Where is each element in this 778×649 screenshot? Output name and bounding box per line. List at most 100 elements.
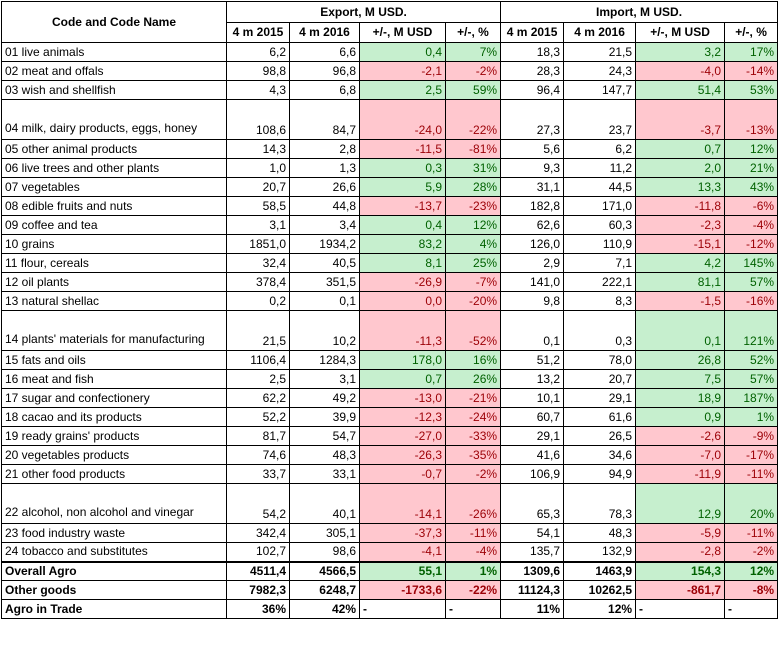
- export-pct-cell: -7%: [444, 272, 502, 292]
- import-diff-cell: -15,1: [635, 234, 726, 254]
- export-pct-cell: -22%: [444, 99, 502, 140]
- import-diff-cell: -7,0: [635, 445, 726, 465]
- import-2016-cell: 34,6: [563, 445, 637, 465]
- export-2015-cell: 3,1: [226, 215, 290, 235]
- row-name: 10 grains: [1, 234, 227, 254]
- import-2015-cell: 13,2: [500, 369, 565, 389]
- export-pct-cell: 31%: [444, 158, 502, 178]
- import-2015-cell: 0,1: [500, 310, 565, 351]
- export-diff-cell: -: [359, 599, 446, 619]
- export-pct-cell: 26%: [444, 369, 502, 389]
- import-pct-cell: 12%: [724, 560, 778, 581]
- import-2016-cell: 26,5: [563, 426, 637, 446]
- import-2016-cell: 24,3: [563, 61, 637, 81]
- export-pct-cell: 59%: [444, 80, 502, 100]
- table-row: 13 natural shellac 0,2 0,1 0,0 -20% 9,8 8,3 -1,…: [1, 291, 778, 311]
- export-2016-cell: 49,2: [289, 388, 360, 408]
- table-row: 12 oil plants 378,4 351,5 -26,9 -7% 141,0 222,…: [1, 272, 778, 292]
- export-2015-cell: 7982,3: [226, 580, 290, 600]
- table-row: 17 sugar and confectionery 62,2 49,2 -13,0-…: [1, 388, 778, 408]
- export-pct-cell: 12%: [444, 215, 502, 235]
- export-diff-cell: 2,5: [359, 80, 446, 100]
- export-diff-cell: -13,7: [359, 196, 446, 216]
- import-2015-cell: 65,3: [500, 483, 565, 524]
- export-2016-cell: 40,1: [289, 483, 360, 524]
- table-row: 22 alcohol, non alcohol and vinegar 54,2 4…: [1, 483, 778, 524]
- export-2016-cell: 1,3: [289, 158, 360, 178]
- import-pct-cell: 53%: [724, 80, 778, 100]
- import-pct-cell: 43%: [724, 177, 778, 197]
- import-2016-cell: 21,5: [563, 42, 637, 62]
- export-diff-cell: -13,0: [359, 388, 446, 408]
- export-diff-cell: -0,7: [359, 464, 446, 484]
- export-diff-cell: 55,1: [359, 560, 446, 581]
- row-name: 07 vegetables: [1, 177, 227, 197]
- table-row: Overall Agro 4511,4 4566,5 55,1 1% 1309,6 1463…: [1, 560, 778, 581]
- row-name: 20 vegetables products: [1, 445, 227, 465]
- export-2015-cell: 32,4: [226, 253, 290, 273]
- export-pct-cell: 1%: [444, 560, 502, 581]
- export-2016-cell: 305,1: [289, 523, 360, 543]
- export-pct-cell: -: [444, 599, 502, 619]
- export-diff-cell: -11,5: [359, 139, 446, 159]
- row-name: 09 coffee and tea: [1, 215, 227, 235]
- import-2016-cell: 60,3: [563, 215, 637, 235]
- import-2015-cell: 10,1: [500, 388, 565, 408]
- import-2016-cell: 110,9: [563, 234, 637, 254]
- export-2016-cell: 6,6: [289, 42, 360, 62]
- export-2015-header: 4 m 2015: [226, 22, 290, 43]
- import-pct-cell: 20%: [724, 483, 778, 524]
- table-row: 07 vegetables 20,7 26,6 5,9 28% 31,1 44,5 13,3 4…: [1, 177, 778, 197]
- import-2016-cell: 171,0: [563, 196, 637, 216]
- export-2016-cell: 1934,2: [289, 234, 360, 254]
- export-diff-cell: -1733,6: [359, 580, 446, 600]
- import-pct-cell: -9%: [724, 426, 778, 446]
- row-name: 06 live trees and other plants: [1, 158, 227, 178]
- export-2016-cell: 39,9: [289, 407, 360, 427]
- import-diff-cell: -2,3: [635, 215, 726, 235]
- row-name: 13 natural shellac: [1, 291, 227, 311]
- export-2016-cell: 4566,5: [289, 560, 360, 581]
- export-2015-cell: 62,2: [226, 388, 290, 408]
- import-2016-cell: 48,3: [563, 523, 637, 543]
- import-2015-cell: 28,3: [500, 61, 565, 81]
- import-pct-cell: -13%: [724, 99, 778, 140]
- import-2016-cell: 1463,9: [563, 560, 637, 581]
- row-name: 23 food industry waste: [1, 523, 227, 543]
- export-diff-cell: 5,9: [359, 177, 446, 197]
- export-2016-cell: 84,7: [289, 99, 360, 140]
- export-pct-cell: -22%: [444, 580, 502, 600]
- import-2016-cell: 0,3: [563, 310, 637, 351]
- export-2015-cell: 342,4: [226, 523, 290, 543]
- export-pct-cell: -26%: [444, 483, 502, 524]
- table-row: 03 wish and shellfish 4,3 6,8 2,5 59% 96,4 147…: [1, 80, 778, 100]
- export-2016-cell: 98,6: [289, 542, 360, 562]
- import-2016-cell: 23,7: [563, 99, 637, 140]
- import-2016-header: 4 m 2016: [563, 22, 637, 43]
- import-2015-cell: 62,6: [500, 215, 565, 235]
- export-2015-cell: 81,7: [226, 426, 290, 446]
- row-name: 24 tobacco and substitutes: [1, 542, 227, 562]
- export-diff-cell: 0,4: [359, 215, 446, 235]
- table-row: 23 food industry waste 342,4 305,1 -37,3 -11…: [1, 523, 778, 543]
- export-diff-cell: -26,9: [359, 272, 446, 292]
- export-2016-cell: 96,8: [289, 61, 360, 81]
- export-2016-cell: 42%: [289, 599, 360, 619]
- import-2016-cell: 61,6: [563, 407, 637, 427]
- import-diff-cell: -2,6: [635, 426, 726, 446]
- import-pct-cell: 57%: [724, 272, 778, 292]
- import-pct-cell: -12%: [724, 234, 778, 254]
- row-name: 12 oil plants: [1, 272, 227, 292]
- export-2015-cell: 54,2: [226, 483, 290, 524]
- export-diff-cell: 178,0: [359, 350, 446, 370]
- export-diff-cell: -12,3: [359, 407, 446, 427]
- export-2016-cell: 1284,3: [289, 350, 360, 370]
- export-pct-cell: -24%: [444, 407, 502, 427]
- export-2016-cell: 10,2: [289, 310, 360, 351]
- import-pct-cell: -11%: [724, 523, 778, 543]
- export-pct-cell: -35%: [444, 445, 502, 465]
- export-diff-cell: -26,3: [359, 445, 446, 465]
- export-2016-cell: 54,7: [289, 426, 360, 446]
- import-2015-cell: 29,1: [500, 426, 565, 446]
- import-2015-cell: 141,0: [500, 272, 565, 292]
